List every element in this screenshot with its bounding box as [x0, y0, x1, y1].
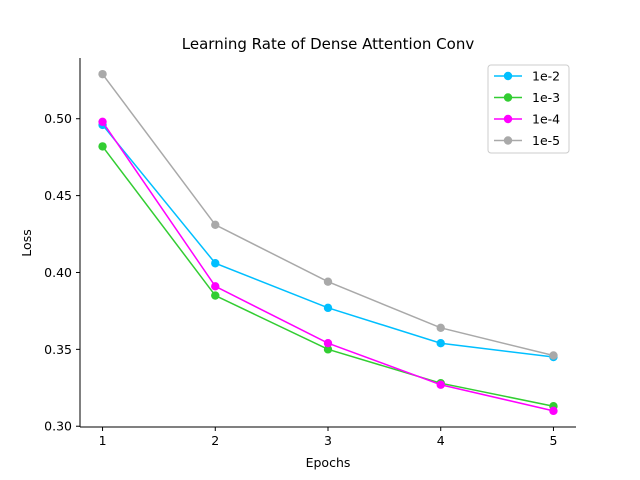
y-tick-label: 0.50 — [44, 111, 72, 126]
data-point-1e-5 — [436, 323, 445, 333]
x-tick-label: 5 — [549, 433, 557, 448]
legend-item: 1e-2 — [494, 69, 560, 84]
legend-item: 1e-3 — [494, 90, 560, 105]
data-point-1e-4 — [98, 117, 107, 127]
series-line-1e-3 — [101, 145, 554, 407]
legend-label: 1e-5 — [532, 133, 560, 148]
y-tick-label: 0.30 — [44, 419, 72, 434]
series-line-1e-5 — [101, 73, 554, 357]
chart-title: Learning Rate of Dense Attention Conv — [182, 35, 475, 53]
data-point-1e-2 — [436, 339, 445, 348]
data-point-1e-5 — [323, 277, 333, 286]
data-point-1e-5 — [211, 220, 220, 230]
legend-item: 1e-4 — [494, 112, 560, 127]
data-point-1e-4 — [436, 380, 445, 389]
plot-area: 1 2 3 4 5 0.30 0.35 0.40 0.45 0.50 — [44, 58, 576, 448]
legend-swatch-marker — [503, 71, 513, 81]
x-axis-label: Epochs — [306, 455, 351, 470]
data-point-1e-3 — [98, 142, 107, 151]
x-tick-label: 1 — [99, 433, 107, 448]
data-point-1e-2 — [211, 259, 220, 268]
x-tick-label: 3 — [324, 433, 332, 448]
legend: 1e-2 1e-3 1e-4 1e-5 — [487, 64, 570, 154]
y-axis-ticks: 0.30 0.35 0.40 0.45 0.50 — [44, 111, 80, 434]
data-point-1e-4 — [211, 282, 220, 291]
y-tick-label: 0.40 — [44, 265, 72, 280]
legend-swatch-marker — [503, 114, 513, 124]
x-axis-ticks: 1 2 3 4 5 — [99, 427, 557, 448]
data-point-1e-3 — [323, 345, 333, 354]
legend-label: 1e-2 — [532, 69, 560, 84]
y-tick-label: 0.35 — [44, 342, 72, 357]
data-point-1e-5 — [98, 69, 107, 79]
legend-label: 1e-3 — [532, 90, 560, 105]
data-point-1e-2 — [323, 303, 333, 313]
data-point-1e-5 — [549, 351, 558, 360]
legend-swatch-marker — [503, 136, 513, 145]
legend-swatch-marker — [503, 93, 513, 102]
series-layer — [98, 69, 558, 416]
series-line-1e-2 — [101, 124, 554, 358]
legend-label: 1e-4 — [532, 112, 560, 127]
y-tick-label: 0.45 — [44, 188, 72, 203]
data-point-1e-4 — [549, 406, 558, 416]
legend-frame — [487, 64, 570, 154]
legend-item: 1e-5 — [494, 133, 560, 148]
x-tick-label: 2 — [211, 433, 219, 448]
y-axis-label: Loss — [19, 229, 34, 256]
x-tick-label: 4 — [437, 433, 445, 448]
data-point-1e-4 — [323, 339, 333, 348]
data-point-1e-3 — [211, 291, 220, 300]
